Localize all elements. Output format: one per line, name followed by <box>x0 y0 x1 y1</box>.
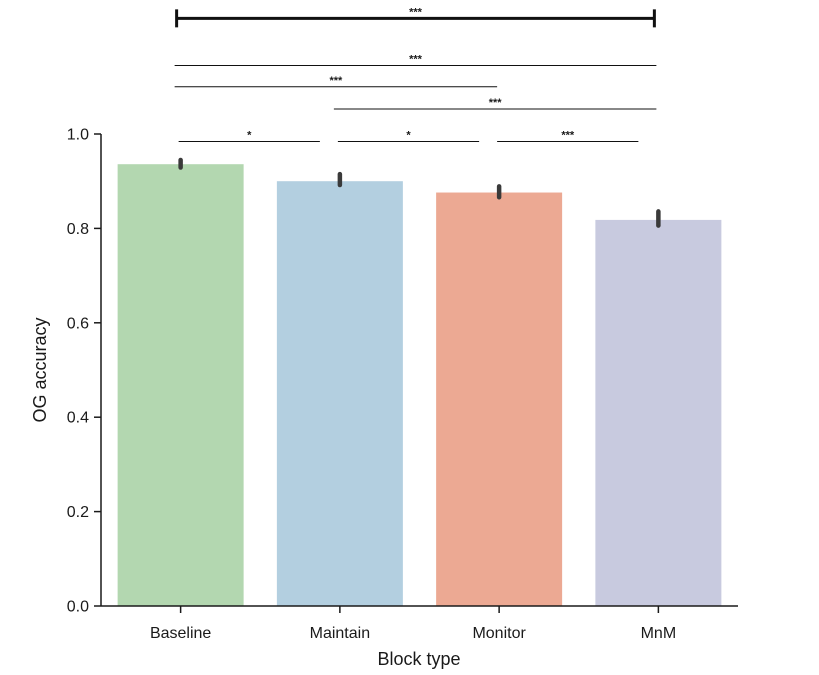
x-tick-label: MnM <box>641 625 677 642</box>
significance-layer: ************* * *** <box>174 6 657 143</box>
significance-label: *** <box>409 54 423 66</box>
error-bars-layer <box>178 157 661 228</box>
bar-baseline <box>117 164 244 606</box>
bars-layer <box>117 164 722 607</box>
y-ticks-layer: 0.0 0.2 0.4 0.6 0.8 1.0 <box>67 127 101 616</box>
significance-label: *** <box>329 75 343 87</box>
significance-label: * <box>247 130 252 142</box>
x-ticks-layer: Baseline Maintain Monitor MnM <box>150 606 676 642</box>
y-tick-label: 0.4 <box>67 410 89 427</box>
significance-label: * <box>406 130 411 142</box>
y-tick-label: 0.2 <box>67 504 89 521</box>
axes-layer <box>100 134 738 607</box>
significance-label: *** <box>489 97 503 109</box>
x-tick-label: Monitor <box>472 625 526 642</box>
bar-maintain <box>276 181 403 606</box>
y-tick-label: 1.0 <box>67 127 89 144</box>
y-tick-label: 0.8 <box>67 221 89 238</box>
y-tick-label: 0.6 <box>67 315 89 332</box>
x-tick-label: Maintain <box>310 625 370 642</box>
bar-monitor <box>436 192 563 606</box>
y-tick-label: 0.0 <box>67 599 89 616</box>
significance-label: *** <box>409 6 423 18</box>
x-axis-label: Block type <box>377 649 460 669</box>
significance-label: *** <box>561 130 575 142</box>
x-tick-label: Baseline <box>150 625 211 642</box>
bar-mnm <box>595 219 722 607</box>
y-axis-label: OG accuracy <box>30 317 50 422</box>
